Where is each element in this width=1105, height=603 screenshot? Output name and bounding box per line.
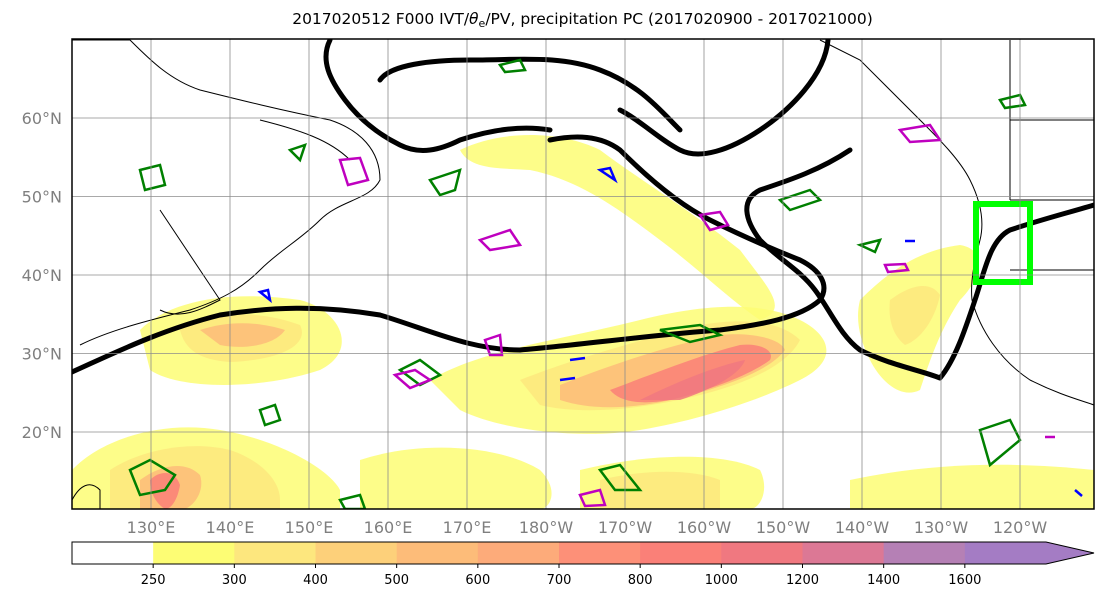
colorbar-tick-label: 1000 [705,573,738,588]
colorbar-tick-label: 300 [222,573,247,588]
longitude-label: 160°E [364,518,413,537]
longitude-label: 130°W [914,518,969,537]
latitude-label: 40°N [22,266,62,285]
colorbar-extend-arrow [1046,542,1094,564]
colorbar-segment [234,542,316,564]
map-frame [71,38,1095,510]
colorbar-segment [477,542,560,564]
longitude-label: 170°E [443,518,492,537]
longitude-labels: 130°E 140°E 150°E 160°E 170°E 180°W 170°W 160°W… [127,518,1048,537]
longitude-label: 160°W [677,518,732,537]
longitude-label: 140°E [206,518,255,537]
colorbar-tick-label: 250 [141,573,166,588]
longitude-label: 150°W [756,518,811,537]
latitude-label: 60°N [22,109,62,128]
colorbar-segment [802,542,885,564]
magenta-contours [338,123,1055,508]
colorbar-tick-label: 800 [628,573,653,588]
colorbar-tick-label: 600 [465,573,490,588]
coastlines [72,39,1094,509]
colorbar-segment [883,542,966,564]
colorbar-tick-label: 1600 [948,573,981,588]
longitude-label: 130°E [127,518,176,537]
ivt-shading [72,135,1094,509]
colorbar [71,541,1095,565]
colorbar-segment [72,542,154,564]
colorbar-segment [721,542,803,564]
highlight-box [973,201,1033,285]
latitude-label: 20°N [22,423,62,442]
colorbar-segment [559,542,641,564]
colorbar-ticks: 250 300 400 500 600 700 800 1000 1200 1400 1600 [141,564,981,588]
green-contours [128,58,1027,509]
map-title: 2017020512 F000 IVT/θe/PV, precipitation… [292,10,873,30]
colorbar-outline [71,541,1095,565]
colorbar-tick-label: 1400 [867,573,900,588]
longitude-label: 170°W [598,518,653,537]
longitude-label: 120°W [993,518,1048,537]
longitude-label: 140°W [835,518,890,537]
latitude-labels: 60°N 50°N 40°N 30°N 20°N [22,109,62,442]
colorbar-segment [640,542,722,564]
colorbar-segment [396,542,479,564]
colorbar-tick-label: 1200 [786,573,819,588]
longitude-label: 150°E [285,518,334,537]
colorbar-tick-label: 400 [303,573,328,588]
latitude-label: 50°N [22,188,62,207]
longitude-label: 180°W [519,518,574,537]
colorbar-segment [964,542,1047,564]
colorbar-segment [315,542,398,564]
colorbar-tick-label: 700 [547,573,572,588]
graticule [72,39,1094,509]
colorbar-segment [153,542,235,564]
blue-contours [257,166,1083,497]
colorbar-tick-label: 500 [384,573,409,588]
latitude-label: 30°N [22,345,62,364]
